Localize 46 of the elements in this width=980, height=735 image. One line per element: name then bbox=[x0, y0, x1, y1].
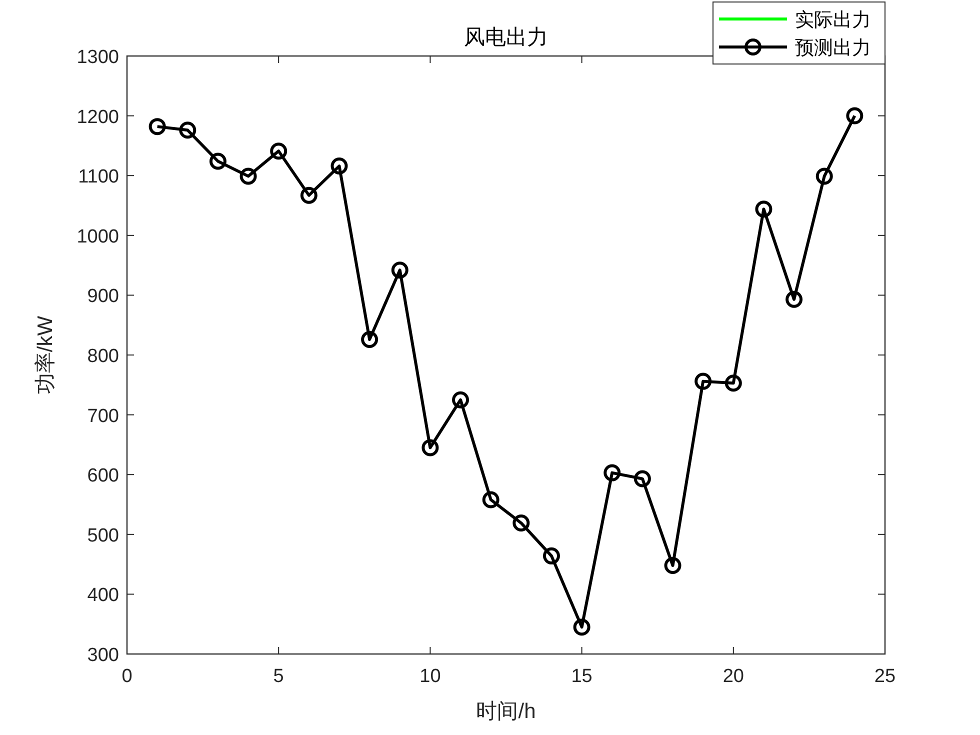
y-tick-label: 1000 bbox=[76, 226, 119, 248]
y-tick-label: 1200 bbox=[76, 106, 119, 128]
x-tick-label: 20 bbox=[722, 666, 744, 687]
point bbox=[148, 118, 166, 136]
x-tick-label: 0 bbox=[122, 666, 132, 687]
point bbox=[724, 374, 742, 392]
point bbox=[482, 491, 500, 508]
y-tick-label: 300 bbox=[87, 645, 119, 666]
x-tick-label: 5 bbox=[273, 666, 284, 687]
point bbox=[300, 186, 318, 204]
y-tick-label: 1100 bbox=[78, 166, 119, 188]
legend-label: 实际出力 bbox=[795, 9, 871, 31]
x-tick-label: 25 bbox=[874, 666, 896, 687]
chart-title: 风电出力 bbox=[464, 26, 548, 49]
point bbox=[422, 439, 439, 456]
y-tick-label: 700 bbox=[87, 406, 119, 427]
y-tick-label: 900 bbox=[87, 286, 119, 308]
point bbox=[391, 262, 408, 279]
point bbox=[604, 464, 621, 482]
point bbox=[755, 200, 772, 218]
x-tick-label: 15 bbox=[571, 666, 592, 687]
point bbox=[542, 547, 560, 564]
legend-label: 预测出力 bbox=[795, 38, 871, 59]
point bbox=[330, 158, 348, 175]
point bbox=[694, 372, 712, 390]
point bbox=[240, 168, 257, 185]
point bbox=[452, 391, 470, 408]
point bbox=[846, 107, 864, 124]
point bbox=[270, 142, 288, 160]
point bbox=[179, 122, 196, 139]
point bbox=[573, 618, 590, 636]
y-tick-label: 500 bbox=[87, 525, 119, 546]
x-axis-title: 时间/h bbox=[476, 700, 536, 723]
point bbox=[512, 514, 530, 532]
y-tick-label: 800 bbox=[87, 346, 119, 367]
y-tick-label: 600 bbox=[87, 466, 119, 487]
point bbox=[634, 470, 651, 488]
y-axis-title: 功率/kW bbox=[34, 316, 57, 394]
point bbox=[664, 556, 682, 574]
point bbox=[361, 330, 378, 348]
point bbox=[816, 168, 833, 185]
point bbox=[786, 290, 803, 308]
y-tick-label: 1300 bbox=[76, 47, 119, 68]
y-tick-label: 400 bbox=[87, 585, 119, 606]
x-tick-label: 10 bbox=[420, 666, 441, 687]
point bbox=[209, 152, 226, 170]
